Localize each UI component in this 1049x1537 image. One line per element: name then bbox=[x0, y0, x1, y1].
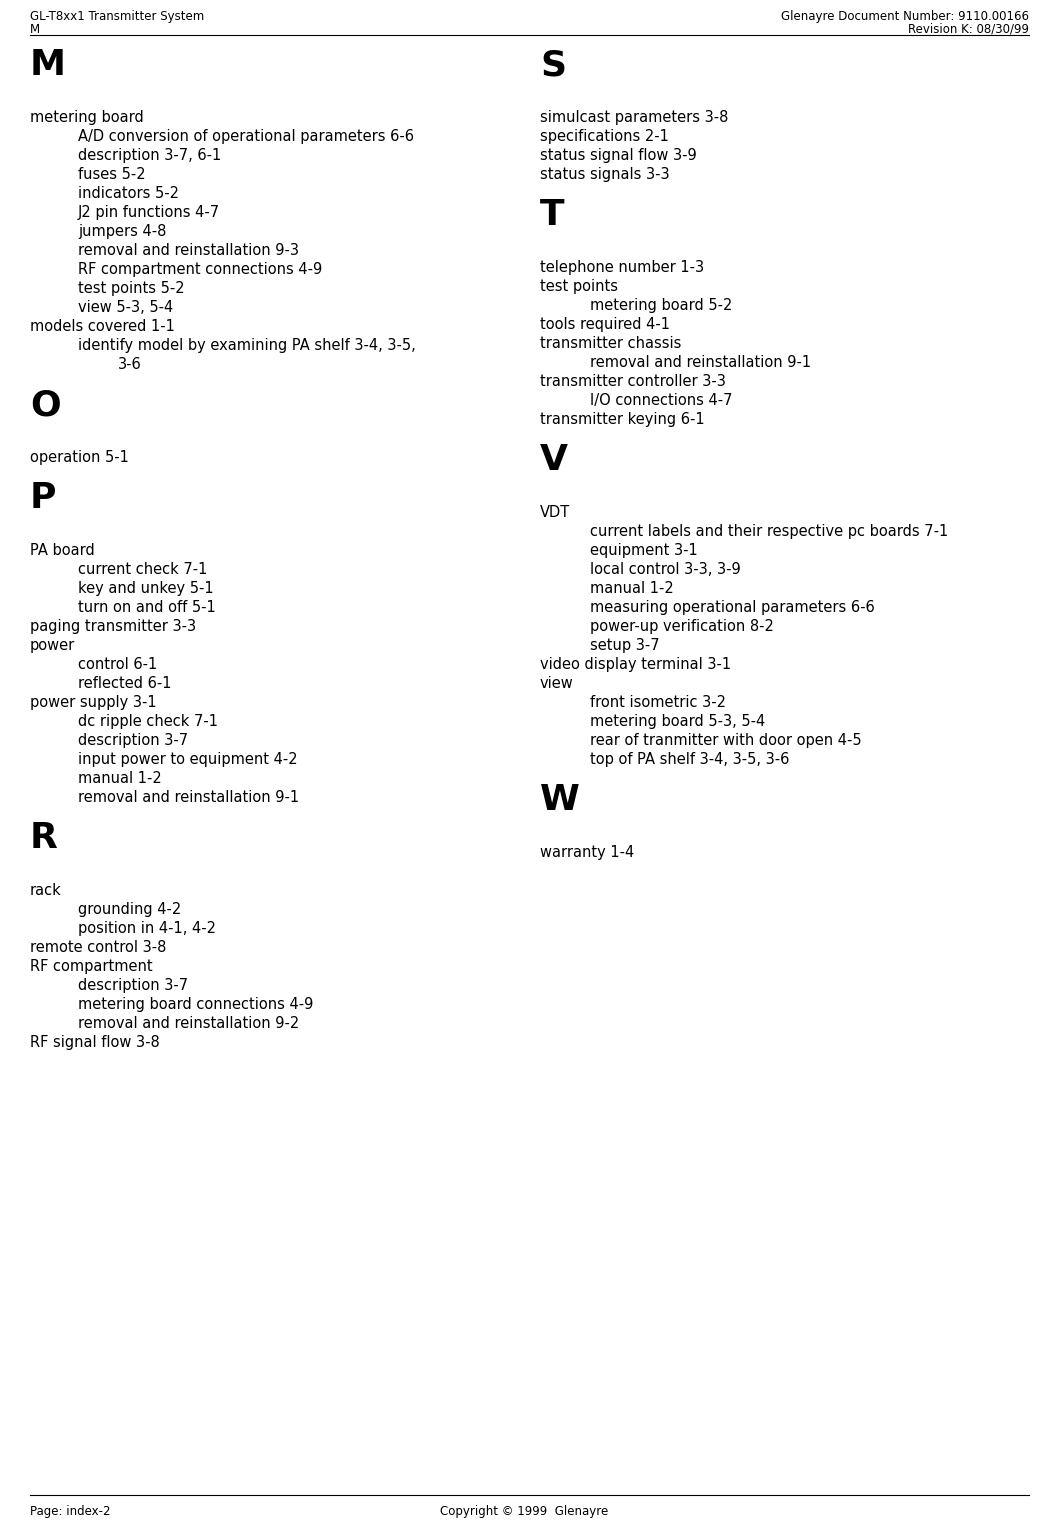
Text: RF signal flow 3-8: RF signal flow 3-8 bbox=[30, 1034, 159, 1050]
Text: control 6-1: control 6-1 bbox=[78, 656, 157, 672]
Text: paging transmitter 3-3: paging transmitter 3-3 bbox=[30, 619, 196, 633]
Text: transmitter chassis: transmitter chassis bbox=[540, 337, 682, 350]
Text: test points: test points bbox=[540, 280, 618, 294]
Text: 3-6: 3-6 bbox=[117, 357, 142, 372]
Text: remote control 3-8: remote control 3-8 bbox=[30, 941, 167, 954]
Text: Revision K: 08/30/99: Revision K: 08/30/99 bbox=[908, 23, 1029, 35]
Text: RF compartment connections 4-9: RF compartment connections 4-9 bbox=[78, 261, 322, 277]
Text: description 3-7: description 3-7 bbox=[78, 733, 188, 749]
Text: P: P bbox=[30, 481, 57, 515]
Text: PA board: PA board bbox=[30, 543, 94, 558]
Text: J2 pin functions 4-7: J2 pin functions 4-7 bbox=[78, 204, 220, 220]
Text: reflected 6-1: reflected 6-1 bbox=[78, 676, 171, 692]
Text: M: M bbox=[30, 48, 66, 81]
Text: R: R bbox=[30, 821, 58, 855]
Text: video display terminal 3-1: video display terminal 3-1 bbox=[540, 656, 731, 672]
Text: identify model by examining PA shelf 3-4, 3-5,: identify model by examining PA shelf 3-4… bbox=[78, 338, 415, 354]
Text: removal and reinstallation 9-1: removal and reinstallation 9-1 bbox=[78, 790, 299, 805]
Text: warranty 1-4: warranty 1-4 bbox=[540, 845, 635, 861]
Text: view 5-3, 5-4: view 5-3, 5-4 bbox=[78, 300, 173, 315]
Text: removal and reinstallation 9-3: removal and reinstallation 9-3 bbox=[78, 243, 299, 258]
Text: operation 5-1: operation 5-1 bbox=[30, 450, 129, 466]
Text: I/O connections 4-7: I/O connections 4-7 bbox=[590, 393, 732, 407]
Text: A/D conversion of operational parameters 6-6: A/D conversion of operational parameters… bbox=[78, 129, 414, 144]
Text: tools required 4-1: tools required 4-1 bbox=[540, 317, 670, 332]
Text: current check 7-1: current check 7-1 bbox=[78, 563, 208, 576]
Text: current labels and their respective pc boards 7-1: current labels and their respective pc b… bbox=[590, 524, 948, 539]
Text: telephone number 1-3: telephone number 1-3 bbox=[540, 260, 704, 275]
Text: status signal flow 3-9: status signal flow 3-9 bbox=[540, 148, 697, 163]
Text: measuring operational parameters 6-6: measuring operational parameters 6-6 bbox=[590, 599, 875, 615]
Text: W: W bbox=[540, 782, 580, 818]
Text: S: S bbox=[540, 48, 566, 81]
Text: dc ripple check 7-1: dc ripple check 7-1 bbox=[78, 715, 218, 729]
Text: specifications 2-1: specifications 2-1 bbox=[540, 129, 669, 144]
Text: equipment 3-1: equipment 3-1 bbox=[590, 543, 698, 558]
Text: power: power bbox=[30, 638, 76, 653]
Text: metering board connections 4-9: metering board connections 4-9 bbox=[78, 998, 314, 1011]
Text: description 3-7, 6-1: description 3-7, 6-1 bbox=[78, 148, 221, 163]
Text: grounding 4-2: grounding 4-2 bbox=[78, 902, 181, 918]
Text: power supply 3-1: power supply 3-1 bbox=[30, 695, 156, 710]
Text: Page: index-2: Page: index-2 bbox=[30, 1505, 110, 1519]
Text: removal and reinstallation 9-2: removal and reinstallation 9-2 bbox=[78, 1016, 299, 1031]
Text: fuses 5-2: fuses 5-2 bbox=[78, 168, 146, 181]
Text: O: O bbox=[30, 387, 61, 423]
Text: M: M bbox=[30, 23, 40, 35]
Text: setup 3-7: setup 3-7 bbox=[590, 638, 660, 653]
Text: transmitter keying 6-1: transmitter keying 6-1 bbox=[540, 412, 705, 427]
Text: position in 4-1, 4-2: position in 4-1, 4-2 bbox=[78, 921, 216, 936]
Text: manual 1-2: manual 1-2 bbox=[78, 772, 162, 785]
Text: transmitter controller 3-3: transmitter controller 3-3 bbox=[540, 373, 726, 389]
Text: description 3-7: description 3-7 bbox=[78, 978, 188, 993]
Text: rear of tranmitter with door open 4-5: rear of tranmitter with door open 4-5 bbox=[590, 733, 861, 749]
Text: turn on and off 5-1: turn on and off 5-1 bbox=[78, 599, 216, 615]
Text: indicators 5-2: indicators 5-2 bbox=[78, 186, 179, 201]
Text: rack: rack bbox=[30, 882, 62, 898]
Text: VDT: VDT bbox=[540, 506, 571, 520]
Text: removal and reinstallation 9-1: removal and reinstallation 9-1 bbox=[590, 355, 811, 370]
Text: power-up verification 8-2: power-up verification 8-2 bbox=[590, 619, 774, 633]
Text: manual 1-2: manual 1-2 bbox=[590, 581, 673, 596]
Text: V: V bbox=[540, 443, 568, 476]
Text: jumpers 4-8: jumpers 4-8 bbox=[78, 224, 167, 238]
Text: metering board 5-3, 5-4: metering board 5-3, 5-4 bbox=[590, 715, 766, 729]
Text: front isometric 3-2: front isometric 3-2 bbox=[590, 695, 726, 710]
Text: input power to equipment 4-2: input power to equipment 4-2 bbox=[78, 752, 298, 767]
Text: test points 5-2: test points 5-2 bbox=[78, 281, 185, 297]
Text: top of PA shelf 3-4, 3-5, 3-6: top of PA shelf 3-4, 3-5, 3-6 bbox=[590, 752, 790, 767]
Text: simulcast parameters 3-8: simulcast parameters 3-8 bbox=[540, 111, 728, 124]
Text: RF compartment: RF compartment bbox=[30, 959, 152, 974]
Text: view: view bbox=[540, 676, 574, 692]
Text: local control 3-3, 3-9: local control 3-3, 3-9 bbox=[590, 563, 741, 576]
Text: metering board 5-2: metering board 5-2 bbox=[590, 298, 732, 314]
Text: Copyright © 1999  Glenayre: Copyright © 1999 Glenayre bbox=[441, 1505, 608, 1519]
Text: status signals 3-3: status signals 3-3 bbox=[540, 168, 669, 181]
Text: T: T bbox=[540, 198, 564, 232]
Text: Glenayre Document Number: 9110.00166: Glenayre Document Number: 9110.00166 bbox=[782, 11, 1029, 23]
Text: models covered 1-1: models covered 1-1 bbox=[30, 320, 175, 334]
Text: GL-T8xx1 Transmitter System: GL-T8xx1 Transmitter System bbox=[30, 11, 205, 23]
Text: metering board: metering board bbox=[30, 111, 144, 124]
Text: key and unkey 5-1: key and unkey 5-1 bbox=[78, 581, 214, 596]
